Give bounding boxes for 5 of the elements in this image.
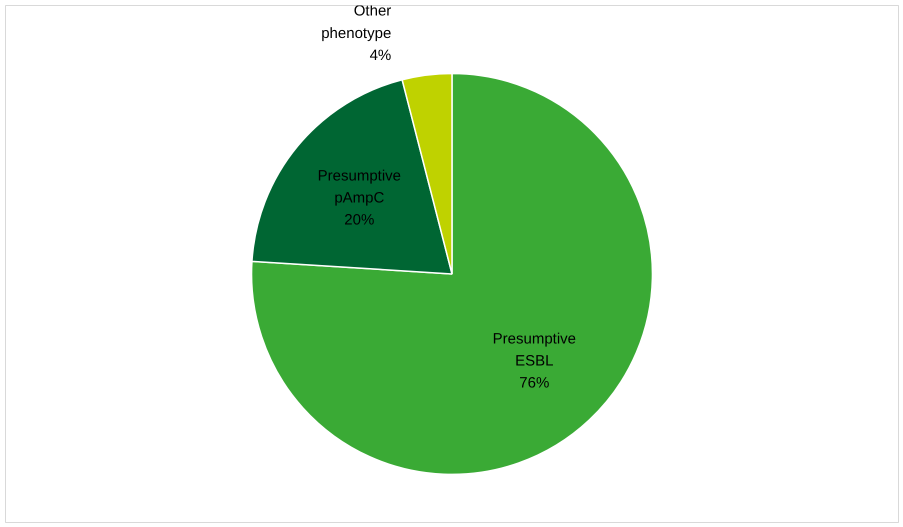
data-label: 20% <box>344 211 374 228</box>
slice-label: Presumptive ESBL <box>492 330 576 370</box>
data-label: 76% <box>519 374 550 392</box>
data-label: 4% <box>370 46 392 64</box>
slice-label: Presumptive pAmpC <box>318 167 402 206</box>
